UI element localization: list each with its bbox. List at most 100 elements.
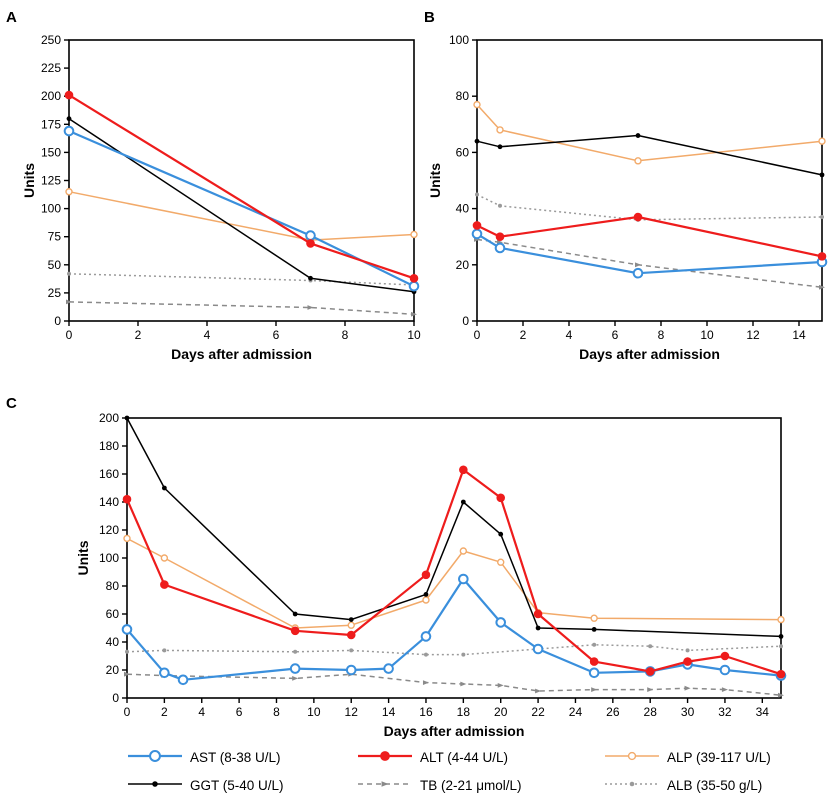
panel-b-point-ast xyxy=(632,267,644,279)
panel-c-point-alb xyxy=(423,652,428,657)
panel-c-point-ast xyxy=(420,631,432,642)
panel-a-xtick-label: 10 xyxy=(407,328,421,342)
panel-b-xtick-label: 8 xyxy=(658,328,665,342)
panel-c-point-ast xyxy=(719,664,731,676)
panel-c-series-alb xyxy=(126,644,782,656)
panel-c-ytick-label: 100 xyxy=(99,551,119,565)
panel-c-point-tb xyxy=(647,687,654,692)
legend-label-alp: ALP (39-117 U/L) xyxy=(667,750,771,765)
panel-b-series-alb xyxy=(476,193,823,221)
legend: AST (8-38 U/L) ALT (4-44 U/L) ALP (39-11… xyxy=(128,750,771,793)
panel-c-point-ast xyxy=(177,674,189,686)
panel-a-series-alt xyxy=(68,94,415,280)
panel-a-point-alt xyxy=(409,273,419,283)
panel-c-point-alb xyxy=(162,648,167,653)
panel-a-ytick-label: 100 xyxy=(41,202,61,216)
panel-label-b: B xyxy=(424,9,435,26)
panel-b-xtick-label: 14 xyxy=(792,328,806,342)
legend-item-alb: ALB (35-50 g/L) xyxy=(605,778,762,793)
panel-a-point-ggt xyxy=(66,116,72,122)
panel-c-ylabel: Units xyxy=(75,540,91,575)
panel-b-series-ast xyxy=(476,232,823,275)
legend-label-alb: ALB (35-50 g/L) xyxy=(667,778,762,793)
panel-a-xtick-label: 2 xyxy=(135,328,142,342)
legend-item-ast: AST (8-38 U/L) xyxy=(128,750,281,765)
panel-a-ytick-label: 175 xyxy=(41,117,61,131)
panel-c-point-tb xyxy=(591,687,598,692)
legend-marker xyxy=(629,781,635,787)
panel-c-point-tb xyxy=(497,683,504,688)
panel-c-point-ggt xyxy=(124,415,130,421)
panel-c-xtick-label: 18 xyxy=(457,705,471,719)
panel-a-ytick-label: 250 xyxy=(41,33,61,47)
panel-c-ytick-label: 20 xyxy=(106,663,120,677)
panel-b-point-alt xyxy=(495,232,505,241)
panel-a-series-ast xyxy=(68,129,415,288)
panel-c-point-tb xyxy=(535,688,542,694)
legend-marker xyxy=(149,750,161,762)
legend-item-alt: ALT (4-44 U/L) xyxy=(358,750,508,765)
panel-c-point-alb xyxy=(685,648,690,653)
panel-c-point-tb xyxy=(292,676,299,681)
panel-b-ytick-label: 40 xyxy=(456,202,470,216)
panel-c-xtick-label: 8 xyxy=(273,705,280,719)
panel-b-point-ggt xyxy=(635,133,641,138)
panel-a-point-ast xyxy=(305,230,316,241)
panel-c-point-alt xyxy=(459,465,468,475)
panel-c-point-ast xyxy=(289,663,301,674)
panel-b-ylabel: Units xyxy=(427,163,443,198)
legend-item-tb: TB (2-21 μmol/L) xyxy=(358,778,522,793)
panel-b-point-alb xyxy=(475,192,479,197)
panel-c-point-alb xyxy=(592,642,597,647)
panel-b-series-tb xyxy=(476,238,823,289)
panel-b-point-alt xyxy=(472,221,482,230)
panel-c-point-ggt xyxy=(292,611,298,617)
panel-a-ytick-label: 150 xyxy=(41,145,61,159)
panel-c-point-ast xyxy=(495,617,507,628)
panel-a-ytick-label: 225 xyxy=(41,61,61,75)
panel-c-point-alt xyxy=(533,609,543,619)
panel-a-ytick-label: 50 xyxy=(48,258,62,272)
legend-marker xyxy=(380,751,390,761)
panel-c-point-alt xyxy=(776,669,786,679)
panel-c-point-alt xyxy=(496,493,506,503)
panel-c-ytick-label: 60 xyxy=(106,607,120,621)
panel-c-point-tb xyxy=(124,671,130,677)
panel-c-point-ast xyxy=(159,667,170,679)
panel-b-ytick-label: 20 xyxy=(456,258,470,272)
panel-c-point-alb xyxy=(461,652,466,657)
panel-b-series-ggt xyxy=(476,134,823,176)
panel-c-ytick-label: 160 xyxy=(99,467,119,481)
panel-b-point-alt xyxy=(633,212,643,222)
panel-a-point-ast xyxy=(408,280,420,292)
panel-c-point-ggt xyxy=(161,485,167,491)
legend-symbol-alt xyxy=(358,751,412,761)
panel-c-xtick-label: 26 xyxy=(606,705,620,719)
panel-b-point-alp xyxy=(496,126,504,134)
legend-symbol-alb xyxy=(605,781,659,787)
panel-b-series-alt xyxy=(476,215,823,258)
panel-c-point-alb xyxy=(293,649,298,654)
panel-c-point-ggt xyxy=(498,531,504,537)
legend-symbol-alp xyxy=(605,751,659,761)
legend-label-tb: TB (2-21 μmol/L) xyxy=(420,778,522,793)
panel-b-point-alb xyxy=(820,215,824,220)
panel-b-point-ggt xyxy=(819,172,825,178)
panel-c-point-alp xyxy=(590,614,598,622)
panel-b-xtick-label: 0 xyxy=(474,328,481,342)
panel-c-point-alp xyxy=(160,554,169,562)
panel-c-xlabel: Days after admission xyxy=(384,723,525,739)
panel-b-xtick-label: 12 xyxy=(746,328,760,342)
panel-c-point-alb xyxy=(125,649,129,654)
panel-c-point-ggt xyxy=(460,499,466,505)
panel-c-point-alt xyxy=(645,667,655,676)
panel-c-point-alb xyxy=(779,644,783,649)
panel-c-series-tb xyxy=(126,673,782,696)
panel-b-ytick-label: 100 xyxy=(449,33,469,47)
panel-a-frame xyxy=(68,39,415,322)
panel-c-xtick-label: 4 xyxy=(198,705,205,719)
panel-b-point-tb xyxy=(819,284,825,290)
panel-c-point-alt xyxy=(346,630,356,640)
panel-c-point-alt xyxy=(720,651,730,661)
